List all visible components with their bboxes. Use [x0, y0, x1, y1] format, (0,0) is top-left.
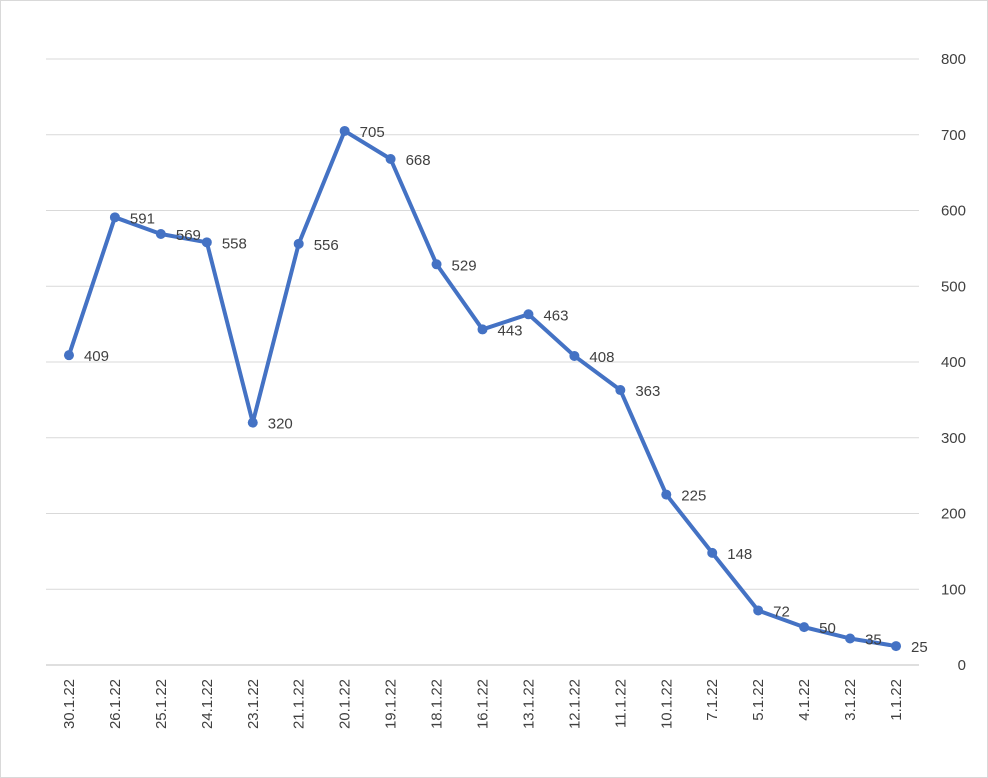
- data-label: 569: [176, 227, 201, 244]
- data-label: 529: [452, 257, 477, 274]
- x-axis-tick-labels: 30.1.22 26.1.22 25.1.22 24.1.22 23.1.22 21.1.…: [61, 679, 905, 729]
- data-point: [523, 309, 534, 320]
- data-point: [339, 125, 350, 136]
- x-tick-label: 30.1.22: [61, 679, 78, 729]
- data-label: 35: [865, 631, 882, 648]
- data-label: 72: [773, 603, 790, 620]
- data-label: 148: [727, 546, 752, 563]
- x-tick-label: 20.1.22: [337, 679, 354, 729]
- data-label: 463: [543, 307, 568, 324]
- data-point: [569, 350, 580, 361]
- data-point: [109, 212, 120, 223]
- data-label: 556: [314, 237, 339, 254]
- data-point: [799, 622, 810, 633]
- x-tick-label: 7.1.22: [704, 679, 721, 721]
- data-label: 225: [681, 488, 706, 505]
- data-point: [753, 605, 764, 616]
- data-label: 320: [268, 416, 293, 433]
- data-point: [477, 324, 488, 335]
- data-point: [155, 228, 166, 239]
- data-label: 443: [498, 322, 523, 339]
- y-tick-label: 600: [941, 203, 966, 220]
- x-tick-label: 3.1.22: [842, 679, 859, 721]
- x-tick-label: 16.1.22: [475, 679, 492, 729]
- data-label: 409: [84, 348, 109, 365]
- gridlines: [46, 58, 919, 666]
- data-label: 50: [819, 620, 836, 637]
- x-tick-label: 18.1.22: [429, 679, 446, 729]
- data-point: [615, 385, 626, 396]
- data-label: 558: [222, 235, 247, 252]
- data-point: [431, 259, 442, 270]
- data-point: [247, 417, 258, 428]
- y-tick-label: 300: [941, 430, 966, 447]
- data-point: [661, 489, 672, 500]
- x-tick-label: 5.1.22: [750, 679, 767, 721]
- data-point: [845, 633, 856, 644]
- data-point: [891, 641, 902, 652]
- y-tick-label: 700: [941, 127, 966, 144]
- data-label: 591: [130, 210, 155, 227]
- data-points: [63, 125, 902, 652]
- data-label: 363: [635, 383, 660, 400]
- y-tick-label: 500: [941, 278, 966, 295]
- x-tick-label: 19.1.22: [383, 679, 400, 729]
- x-tick-label: 11.1.22: [612, 679, 629, 728]
- x-tick-label: 1.1.22: [888, 679, 905, 721]
- data-label: 705: [360, 124, 385, 141]
- data-point: [63, 350, 74, 361]
- x-tick-label: 24.1.22: [199, 679, 216, 729]
- x-tick-label: 13.1.22: [520, 679, 537, 729]
- data-label: 668: [406, 152, 431, 169]
- series-line: [66, 128, 899, 649]
- y-tick-label: 0: [958, 657, 966, 674]
- y-axis-tick-labels: 0 100 200 300 400 500 600 700 800: [941, 51, 966, 674]
- y-tick-label: 800: [941, 51, 966, 68]
- data-point: [201, 237, 212, 248]
- data-label: 408: [589, 349, 614, 366]
- x-tick-label: 21.1.22: [291, 679, 308, 729]
- data-label: 25: [911, 639, 928, 656]
- x-tick-label: 12.1.22: [566, 679, 583, 729]
- x-tick-label: 4.1.22: [796, 679, 813, 721]
- data-labels: 409 591 569 558 320 556 705 668 529 443 463 408 363 2…: [84, 124, 928, 656]
- x-tick-label: 23.1.22: [245, 679, 262, 729]
- x-tick-label: 25.1.22: [153, 679, 170, 729]
- x-tick-label: 26.1.22: [107, 679, 124, 729]
- data-point: [707, 547, 718, 558]
- data-point: [293, 238, 304, 249]
- series-line-group: [66, 128, 899, 649]
- y-tick-label: 100: [941, 581, 966, 598]
- y-tick-label: 200: [941, 506, 966, 523]
- data-point: [385, 153, 396, 164]
- x-tick-label: 10.1.22: [658, 679, 675, 729]
- y-tick-label: 400: [941, 354, 966, 371]
